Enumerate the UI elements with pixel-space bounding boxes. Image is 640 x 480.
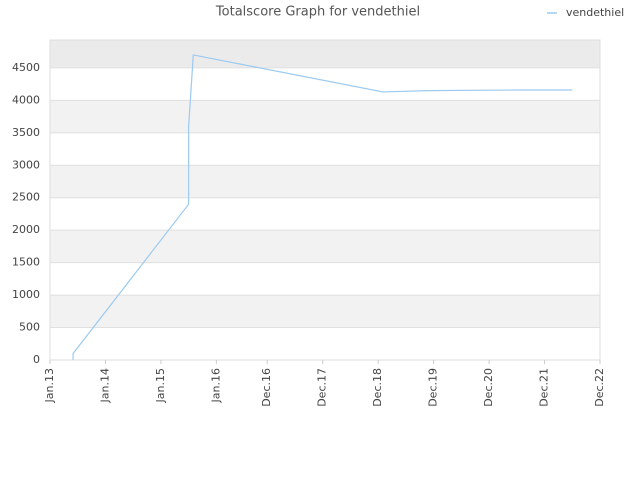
x-tick-label: Jan.13 xyxy=(43,368,56,403)
grid-band xyxy=(50,100,600,133)
x-tick-label: Dec.17 xyxy=(316,368,329,407)
x-tick-label: Jan.14 xyxy=(98,368,111,403)
y-tick-label: 2000 xyxy=(12,223,40,236)
y-tick-label: 4000 xyxy=(12,93,40,106)
x-tick-label: Dec.20 xyxy=(482,368,495,407)
grid-band xyxy=(50,197,600,231)
y-tick-label: 500 xyxy=(19,321,40,334)
series-line xyxy=(72,54,573,360)
x-tick-label: Dec.18 xyxy=(371,368,384,407)
x-tick-label: Dec.22 xyxy=(593,368,606,407)
legend-label: vendethiel xyxy=(566,6,624,19)
y-tick-label: 3500 xyxy=(12,126,40,139)
y-tick-label: 1500 xyxy=(12,256,40,269)
plot-frame xyxy=(49,39,601,361)
x-tick-label: Dec.21 xyxy=(538,368,551,407)
x-tick-label: Jan.15 xyxy=(154,368,167,403)
y-tick-label: 0 xyxy=(33,353,40,366)
grid-band xyxy=(50,67,600,101)
grid-band xyxy=(50,262,600,296)
x-tick-label: Dec.19 xyxy=(427,368,440,407)
x-tick-label: Jan.16 xyxy=(209,368,222,403)
y-tick-label: 1000 xyxy=(12,288,40,301)
x-tick-label: Dec.16 xyxy=(260,368,273,407)
y-tick-label: 3000 xyxy=(12,158,40,171)
grid-band xyxy=(50,132,600,166)
y-tick-label: 2500 xyxy=(12,191,40,204)
grid-band xyxy=(50,230,600,263)
y-tick-label: 4500 xyxy=(12,61,40,74)
grid-band xyxy=(50,40,600,68)
chart-title: Totalscore Graph for vendethiel xyxy=(215,5,420,20)
grid-band xyxy=(50,165,600,198)
grid-band xyxy=(50,327,600,360)
grid-band xyxy=(50,295,600,328)
